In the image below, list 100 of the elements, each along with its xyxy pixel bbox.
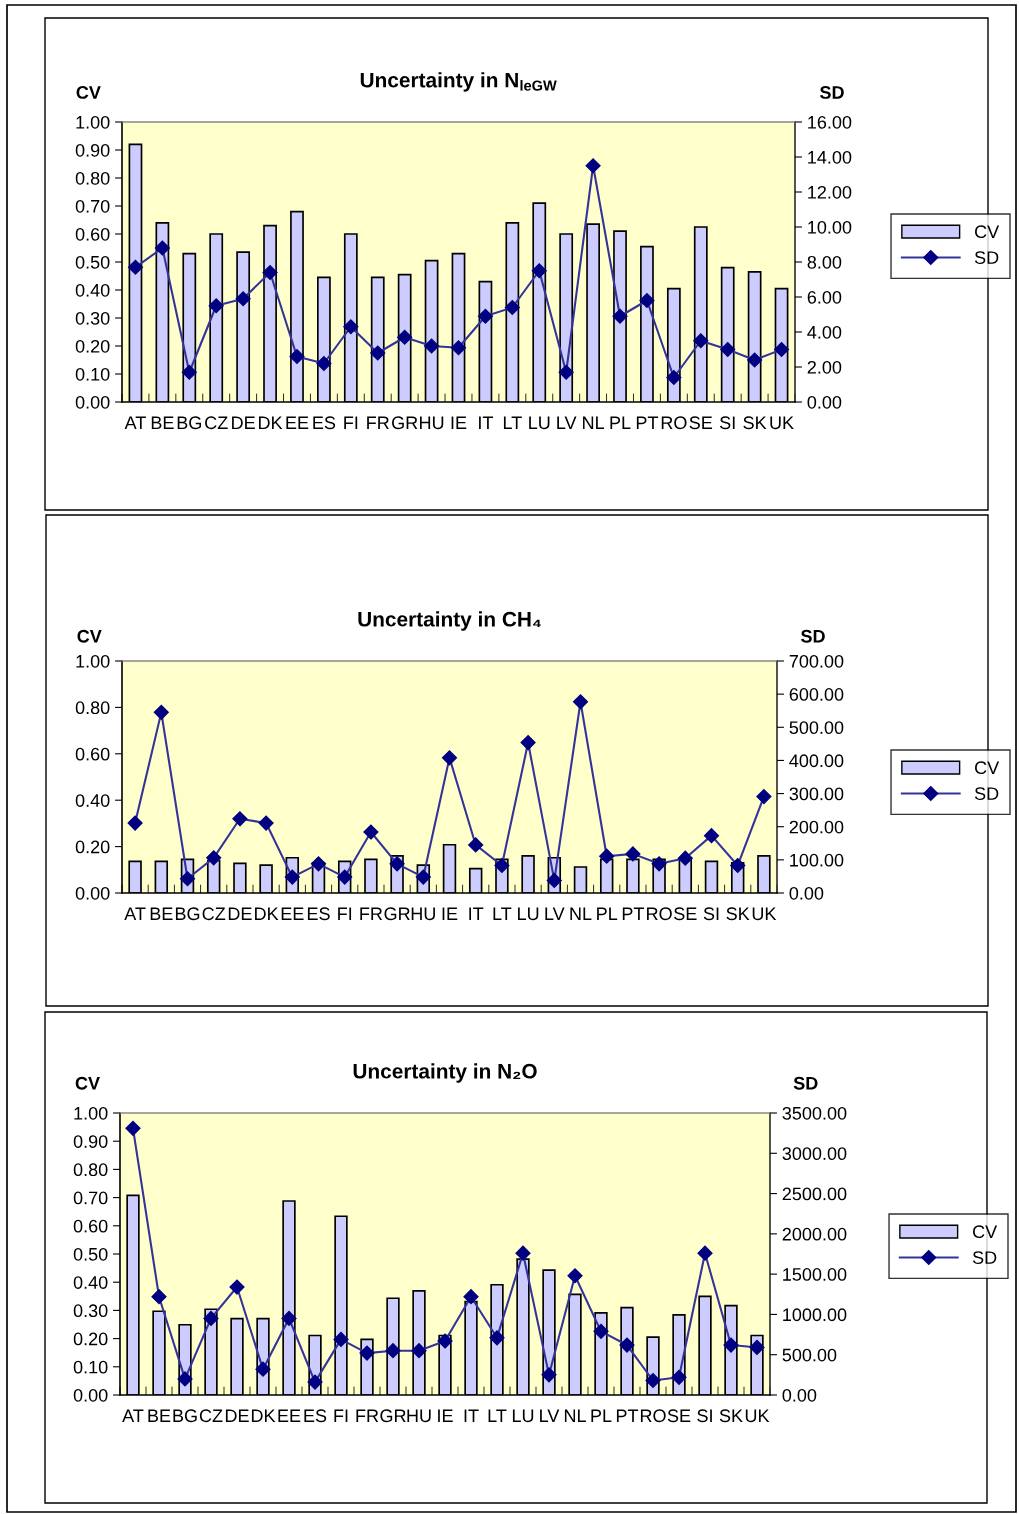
x-tick-label: GR xyxy=(392,416,418,430)
x-tick-label: AT xyxy=(124,416,146,429)
x-tick-label: UK xyxy=(745,1409,770,1423)
y-tick-label: 0.10 xyxy=(75,367,110,381)
point xyxy=(450,340,467,356)
point xyxy=(773,341,790,358)
x-tick-label: EE xyxy=(281,907,304,920)
point xyxy=(489,1330,505,1346)
y2-tick-label: 3000.00 xyxy=(782,1147,847,1161)
y2-axis-title: SD xyxy=(801,629,825,643)
y-tick-label: 0.60 xyxy=(75,747,110,761)
x-tick-label: IE xyxy=(438,1409,453,1422)
point xyxy=(424,338,440,354)
y-tick-label: 1.00 xyxy=(76,115,110,129)
point xyxy=(389,856,405,872)
y2-tick-label: 1500.00 xyxy=(783,1268,847,1281)
point xyxy=(411,1343,427,1359)
point xyxy=(625,846,641,862)
point xyxy=(619,1337,635,1353)
y-tick-label: 1.00 xyxy=(76,654,110,668)
point xyxy=(494,857,510,874)
y2-tick-label: 500.00 xyxy=(782,1348,837,1362)
chart-title: Uncertainty in N₂O xyxy=(353,1063,537,1083)
point xyxy=(671,1369,687,1385)
y-tick-label: 0.30 xyxy=(73,1304,108,1318)
y2-tick-label: 0.00 xyxy=(789,886,824,900)
x-tick-label: LV xyxy=(545,907,565,920)
y-tick-label: 0.70 xyxy=(73,1191,108,1205)
x-tick-label: PT xyxy=(622,907,645,920)
x-tick-label: BG xyxy=(177,416,201,430)
point xyxy=(463,1289,479,1305)
y2-tick-label: 4.00 xyxy=(807,325,842,339)
point xyxy=(289,348,305,365)
point xyxy=(703,828,720,844)
x-tick-label: AT xyxy=(122,1409,144,1422)
x-tick-label: BE xyxy=(151,416,174,429)
point xyxy=(567,1268,583,1284)
point xyxy=(677,850,693,866)
point xyxy=(284,869,300,885)
point xyxy=(258,815,274,831)
x-tick-label: SK xyxy=(743,416,767,430)
point xyxy=(515,1245,531,1261)
x-tick-label: DK xyxy=(251,1409,276,1422)
x-tick-label: EE xyxy=(286,416,309,429)
y2-tick-label: 2500.00 xyxy=(782,1187,847,1201)
point xyxy=(281,1310,297,1327)
point xyxy=(747,352,763,368)
point xyxy=(468,837,484,853)
x-tick-label: ES xyxy=(304,1409,327,1423)
y2-tick-label: 700.00 xyxy=(789,654,844,668)
x-tick-label: LV xyxy=(540,1409,560,1422)
point xyxy=(232,811,248,827)
x-tick-label: FR xyxy=(356,1409,379,1422)
y-tick-label: 0.00 xyxy=(75,395,110,409)
x-tick-label: PL xyxy=(591,1409,612,1422)
x-tick-label: GR xyxy=(380,1409,406,1423)
point xyxy=(151,1289,167,1305)
point xyxy=(572,694,589,710)
x-tick-label: DK xyxy=(259,416,283,429)
point xyxy=(206,850,222,866)
x-tick-label: DE xyxy=(228,907,252,920)
x-tick-label: IE xyxy=(451,416,467,429)
y-tick-label: 0.80 xyxy=(73,1163,108,1177)
x-tick-label: HU xyxy=(411,907,435,921)
point xyxy=(639,292,655,309)
point xyxy=(310,856,327,872)
x-tick-label: BE xyxy=(150,907,173,920)
x-tick-label: RO xyxy=(640,1409,666,1423)
point xyxy=(359,1345,375,1361)
point xyxy=(229,1279,245,1295)
y2-tick-label: 2.00 xyxy=(807,360,842,374)
x-tick-label: LU xyxy=(529,416,550,430)
point xyxy=(645,1372,661,1389)
point xyxy=(177,1371,193,1387)
y-tick-label: 0.00 xyxy=(73,1388,108,1402)
y-tick-label: 0.90 xyxy=(73,1135,108,1148)
y-tick-label: 1.00 xyxy=(74,1106,108,1120)
x-tick-label: NL xyxy=(583,416,605,429)
point xyxy=(723,1337,739,1353)
y2-tick-label: 200.00 xyxy=(789,820,844,834)
x-tick-label: DE xyxy=(232,416,255,429)
y2-tick-label: 0.00 xyxy=(807,395,842,409)
y2-tick-label: 3500.00 xyxy=(782,1106,847,1120)
x-tick-label: HU xyxy=(407,1409,431,1423)
point xyxy=(125,1120,141,1136)
y2-axis-title: SD xyxy=(819,86,844,99)
x-tick-label: UK xyxy=(752,907,777,921)
point xyxy=(385,1343,401,1359)
x-tick-label: RO xyxy=(647,907,672,921)
y-tick-label: 0.00 xyxy=(75,886,110,900)
x-tick-label: SE xyxy=(689,416,713,430)
y-tick-label: 0.10 xyxy=(73,1360,108,1374)
y-axis-title: CV xyxy=(75,1076,100,1090)
chart-title: Uncertainty in N$_{leGW}$ xyxy=(360,72,557,92)
x-tick-label: IT xyxy=(469,907,484,920)
y-tick-label: 0.40 xyxy=(75,283,110,297)
x-tick-label: CZ xyxy=(202,907,226,921)
point xyxy=(333,1331,349,1347)
point xyxy=(651,856,667,872)
x-tick-label: FI xyxy=(344,416,358,429)
